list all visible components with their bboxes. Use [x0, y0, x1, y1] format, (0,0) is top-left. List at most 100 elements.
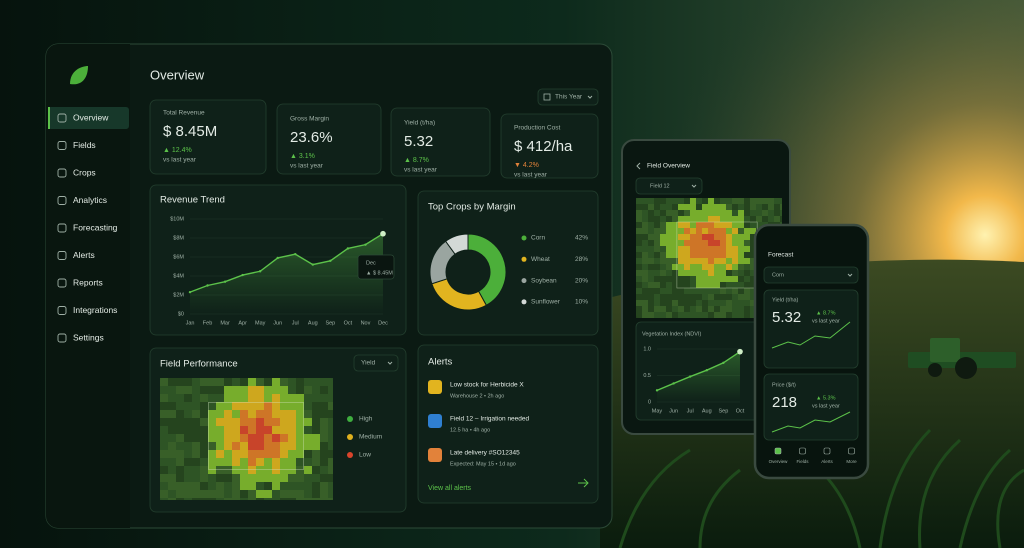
nav-item[interactable]: Fields — [73, 140, 96, 150]
map-cell — [750, 222, 756, 228]
map-cell — [750, 210, 756, 216]
map-cell — [168, 474, 176, 482]
map-cell — [264, 458, 272, 466]
map-cell — [208, 466, 216, 474]
map-cell — [666, 222, 672, 228]
map-cell — [708, 300, 714, 306]
nav-item[interactable]: Forecasting — [73, 222, 118, 232]
period-dropdown[interactable] — [537, 88, 599, 106]
point — [722, 361, 725, 364]
map-cell — [272, 458, 280, 466]
alert-title: Late delivery #SO12345 — [450, 450, 520, 457]
map-cell — [280, 450, 288, 458]
map-cell — [288, 402, 296, 410]
map-cell — [726, 300, 732, 306]
map-cell — [738, 198, 744, 204]
map-cell — [732, 294, 738, 300]
map-cell — [296, 434, 304, 442]
map-cell — [168, 482, 176, 490]
map-cell — [750, 216, 756, 222]
map-cell — [216, 426, 224, 434]
period-label[interactable]: This Year — [555, 94, 583, 101]
map-cell — [176, 418, 184, 426]
map-cell — [280, 378, 288, 386]
map-cell — [714, 240, 720, 246]
alerts-arrow[interactable] — [578, 478, 589, 488]
map-cell — [744, 294, 750, 300]
nav-item[interactable]: Reports — [73, 277, 103, 287]
map-cell — [208, 434, 216, 442]
field-label[interactable]: Field 12 — [650, 183, 670, 189]
nav-label[interactable]: Overview — [769, 459, 789, 464]
metric-label[interactable]: Yield — [361, 360, 376, 367]
map-cell — [216, 482, 224, 490]
x-tick-label: Dec — [378, 320, 388, 326]
nav-icon — [57, 168, 67, 178]
map-cell — [160, 386, 168, 394]
nav-item[interactable]: Settings — [73, 332, 104, 342]
map-cell — [654, 246, 660, 252]
nav-item[interactable]: Crops — [73, 167, 96, 177]
kpi-value: 5.32 — [404, 133, 433, 150]
forecast-card — [763, 289, 859, 369]
nav-item[interactable]: Analytics — [73, 195, 107, 205]
nav-item[interactable]: Integrations — [73, 305, 117, 315]
map-cell — [732, 240, 738, 246]
kpi-change: ▲ 8.7% — [404, 157, 429, 164]
map-cell — [216, 418, 224, 426]
map-cell — [328, 426, 333, 434]
map-cell — [248, 466, 256, 474]
map-cell — [702, 246, 708, 252]
y-tick-label: 0 — [648, 399, 651, 405]
map-cell — [654, 222, 660, 228]
map-cell — [192, 402, 200, 410]
x-tick-label: Jun — [273, 320, 282, 326]
map-cell — [678, 306, 684, 312]
map-cell — [256, 498, 264, 500]
map-cell — [184, 442, 192, 450]
map-cell — [678, 246, 684, 252]
map-cell — [208, 378, 216, 386]
map-cell — [264, 474, 272, 482]
map-cell — [648, 240, 654, 246]
map-cell — [738, 282, 744, 288]
map-cell — [726, 198, 732, 204]
map-cell — [666, 198, 672, 204]
map-cell — [264, 442, 272, 450]
map-cell — [248, 386, 256, 394]
map-cell — [654, 270, 660, 276]
map-cell — [720, 234, 726, 240]
map-cell — [280, 482, 288, 490]
nav-item[interactable]: Overview — [73, 112, 109, 122]
map-cell — [184, 450, 192, 458]
map-cell — [208, 418, 216, 426]
map-cell — [256, 434, 264, 442]
crop-dropdown[interactable] — [763, 266, 859, 284]
nav-label[interactable]: Alerts — [821, 459, 833, 464]
map-cell — [192, 386, 200, 394]
map-cell — [672, 234, 678, 240]
map-cell — [160, 426, 168, 434]
kpi-card — [276, 103, 382, 175]
x-tick-label: May — [255, 320, 266, 326]
map-cell — [732, 228, 738, 234]
nav-label[interactable]: Fields — [796, 459, 809, 464]
nav-icon — [57, 223, 67, 233]
x-tick-label: Apr — [238, 320, 247, 326]
map-cell — [744, 234, 750, 240]
map-cell — [738, 210, 744, 216]
x-tick-label: Mar — [220, 320, 230, 326]
nav-item[interactable]: Alerts — [73, 250, 95, 260]
metric-dropdown[interactable] — [353, 354, 399, 372]
map-cell — [200, 418, 208, 426]
legend-dot — [521, 299, 527, 305]
map-cell — [768, 216, 774, 222]
map-cell — [184, 498, 192, 500]
map-cell — [690, 210, 696, 216]
nav-label[interactable]: More — [846, 459, 857, 464]
field-dropdown[interactable] — [635, 177, 703, 195]
alerts-link[interactable]: View all alerts — [428, 485, 472, 492]
crop-label[interactable]: Corn — [772, 272, 784, 278]
map-cell — [690, 252, 696, 258]
